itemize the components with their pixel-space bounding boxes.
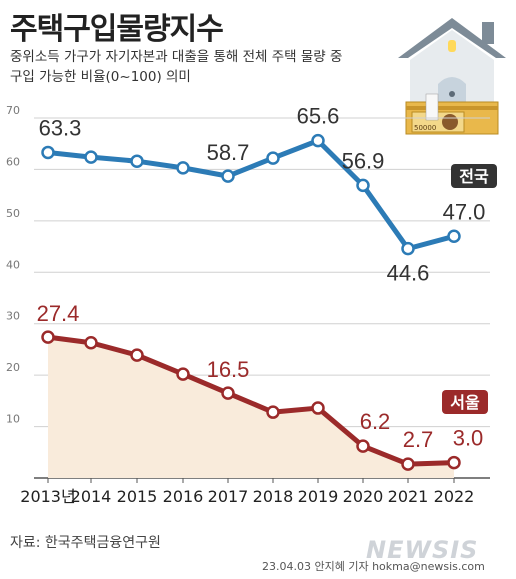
seoul-badge	[442, 390, 488, 414]
seoul-data-label: 16.5	[207, 357, 250, 382]
seoul-point	[130, 348, 144, 362]
seoul-data-label: 27.4	[37, 301, 80, 326]
y-tick-label: 30	[6, 310, 20, 323]
source-note: 자료: 한국주택금융연구원	[10, 535, 161, 551]
national-point	[221, 169, 235, 183]
seoul-badge-label: 서울	[450, 393, 480, 412]
chart-subtitle-line1: 중위소득 가구가 자기자본과 대출을 통해 전체 주택 물량 중	[10, 49, 343, 65]
seoul-point	[401, 457, 415, 471]
x-tick-label: 2020	[343, 487, 384, 506]
y-tick-label: 70	[6, 104, 20, 117]
seoul-point	[356, 439, 370, 453]
national-point	[266, 151, 280, 165]
seoul-data-label: 3.0	[453, 426, 484, 451]
x-tick-label: 2019	[298, 487, 339, 506]
seoul-point	[221, 386, 235, 400]
national-point	[447, 229, 461, 244]
seoul-data-label: 2.7	[403, 427, 434, 452]
national-data-label: 65.6	[297, 104, 340, 129]
national-badge	[451, 164, 497, 188]
seoul-point	[41, 330, 55, 344]
x-tick-label: 2017	[208, 487, 249, 506]
x-tick-label: 2018	[253, 487, 294, 506]
credit-line: 23.04.03 안지혜 기자 hokma@newsis.com	[262, 560, 485, 573]
national-badge-label: 전국	[459, 167, 489, 186]
seoul-line	[45, 334, 457, 467]
national-point	[130, 154, 144, 168]
x-tick-label: 2014	[71, 487, 112, 506]
seoul-area-fill	[48, 337, 454, 478]
seoul-point	[447, 455, 461, 470]
national-data-label: 56.9	[342, 148, 385, 173]
seoul-data-label: 6.2	[360, 409, 391, 434]
national-point	[176, 161, 190, 175]
national-point	[84, 150, 98, 164]
national-line	[45, 138, 457, 252]
y-tick-label: 60	[6, 155, 20, 168]
y-tick-label: 50	[6, 207, 20, 220]
x-tick-label: 2016	[163, 487, 204, 506]
national-point	[311, 133, 325, 148]
x-tick-label: 2021	[388, 487, 429, 506]
national-point	[401, 241, 415, 256]
x-tick-label: 2013년	[20, 487, 75, 506]
banknote-label: 50000	[414, 124, 436, 132]
y-tick-label: 40	[6, 258, 20, 271]
x-tick-label: 2015	[117, 487, 158, 506]
y-tick-label: 20	[6, 361, 20, 374]
chart-subtitle-line2: 구입 가능한 비율(0~100) 의미	[10, 69, 191, 85]
national-point	[41, 145, 55, 160]
seoul-point	[266, 405, 280, 419]
national-data-label: 47.0	[443, 199, 486, 224]
seoul-point	[176, 367, 190, 381]
newsis-watermark: NEWSIS	[366, 536, 479, 564]
seoul-point	[311, 401, 325, 415]
y-tick-label: 10	[6, 413, 20, 426]
national-data-label: 44.6	[387, 261, 430, 286]
national-data-label: 63.3	[39, 115, 82, 140]
national-point	[356, 178, 370, 193]
seoul-point	[84, 335, 98, 350]
national-data-label: 58.7	[207, 140, 250, 165]
x-tick-label: 2022	[434, 487, 475, 506]
chart-title: 주택구입물량지수	[10, 12, 224, 47]
